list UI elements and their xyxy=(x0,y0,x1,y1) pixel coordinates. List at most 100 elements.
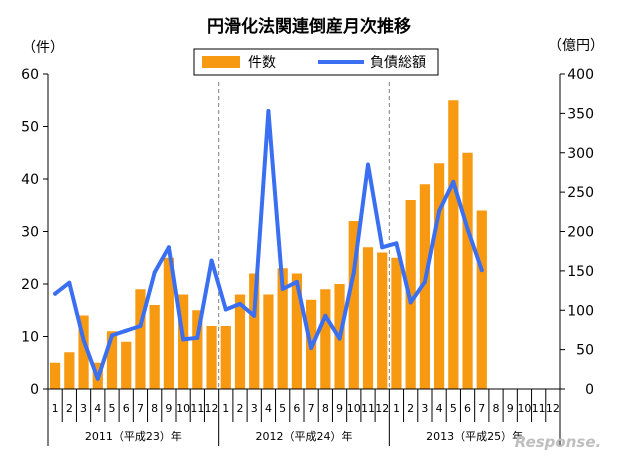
bar-9 xyxy=(163,257,175,389)
month-label-32: 8 xyxy=(493,402,500,415)
month-label-5: 5 xyxy=(109,402,116,415)
month-label-4: 4 xyxy=(94,402,101,415)
bar-23 xyxy=(362,247,374,389)
bar-31 xyxy=(476,210,487,389)
left-tick-label: 30 xyxy=(21,225,39,241)
month-label-21: 9 xyxy=(336,402,343,415)
line-point-20 xyxy=(323,313,328,318)
month-label-34: 10 xyxy=(517,402,531,415)
left-axis-unit: （件） xyxy=(22,40,64,56)
month-label-7: 7 xyxy=(137,402,144,415)
bar-24 xyxy=(377,252,388,389)
month-label-24: 12 xyxy=(375,402,389,415)
month-label-36: 12 xyxy=(546,402,560,415)
line-point-5 xyxy=(110,333,114,338)
bar-28 xyxy=(433,163,445,389)
line-point-26 xyxy=(408,300,413,305)
line-point-29 xyxy=(451,179,456,184)
bar-22 xyxy=(348,221,359,389)
legend-line-label: 負債総額 xyxy=(370,55,426,71)
right-axis-unit: （億円） xyxy=(548,38,604,54)
line-point-27 xyxy=(422,279,427,284)
line-point-14 xyxy=(238,301,242,306)
bar-29 xyxy=(448,100,459,389)
month-label-27: 3 xyxy=(421,402,428,415)
line-point-6 xyxy=(124,328,129,333)
right-tick-label: 50 xyxy=(576,343,594,359)
month-label-9: 9 xyxy=(165,402,172,415)
month-label-25: 1 xyxy=(393,402,400,415)
bar-3 xyxy=(78,315,89,389)
month-label-19: 7 xyxy=(308,402,315,415)
right-tick-label: 250 xyxy=(567,185,594,201)
line-point-12 xyxy=(209,258,214,263)
month-label-18: 6 xyxy=(293,402,300,415)
line-point-1 xyxy=(53,291,58,296)
month-label-3: 3 xyxy=(80,402,87,415)
bar-2 xyxy=(64,352,75,389)
month-label-8: 8 xyxy=(151,402,158,415)
month-label-16: 4 xyxy=(265,402,272,415)
bar-18 xyxy=(291,273,303,389)
watermark: Response. xyxy=(515,433,601,451)
month-label-10: 10 xyxy=(176,402,190,415)
bar-16 xyxy=(263,294,274,389)
legend-bar-label: 件数 xyxy=(248,55,276,71)
line-point-10 xyxy=(181,337,186,342)
left-tick-label: 0 xyxy=(30,382,39,398)
line-point-13 xyxy=(223,307,228,312)
month-label-30: 6 xyxy=(464,402,471,415)
left-tick-label: 10 xyxy=(21,330,39,346)
line-point-28 xyxy=(437,209,442,214)
left-tick-label: 60 xyxy=(21,67,39,83)
bar-10 xyxy=(177,294,189,389)
line-point-7 xyxy=(138,324,143,328)
bar-1 xyxy=(49,362,61,389)
bar-12 xyxy=(206,326,217,389)
bar-20 xyxy=(320,289,331,389)
right-tick-label: 300 xyxy=(567,146,594,162)
line-point-19 xyxy=(309,346,314,351)
bar-15 xyxy=(249,273,260,389)
line-point-4 xyxy=(95,376,100,381)
month-label-1: 1 xyxy=(52,402,59,415)
line-point-8 xyxy=(152,270,157,275)
bar-8 xyxy=(149,305,160,389)
line-point-15 xyxy=(252,313,257,318)
month-label-23: 11 xyxy=(361,402,375,415)
month-label-35: 11 xyxy=(532,402,546,415)
line-point-31 xyxy=(479,268,484,273)
line-point-17 xyxy=(280,286,285,291)
bar-27 xyxy=(419,184,431,389)
line-point-25 xyxy=(394,241,399,246)
month-label-28: 4 xyxy=(436,402,443,415)
right-tick-label: 150 xyxy=(567,264,594,280)
month-label-29: 5 xyxy=(450,402,457,415)
line-point-23 xyxy=(366,162,370,167)
month-label-2: 2 xyxy=(66,402,73,415)
month-label-14: 2 xyxy=(237,402,244,415)
bar-14 xyxy=(234,294,246,389)
month-label-15: 3 xyxy=(251,402,258,415)
month-label-22: 10 xyxy=(347,402,361,415)
chart-title: 円滑化法関連倒産月次推移 xyxy=(207,16,411,37)
bar-30 xyxy=(462,152,473,389)
right-tick-label: 0 xyxy=(585,382,594,398)
right-tick-label: 200 xyxy=(567,225,594,241)
bar-17 xyxy=(277,268,288,389)
line-point-24 xyxy=(380,245,385,250)
bar-5 xyxy=(106,331,118,389)
year-label-1: 2011（平成23）年 xyxy=(85,429,182,443)
bar-6 xyxy=(121,341,132,389)
right-tick-label: 350 xyxy=(567,106,594,122)
month-label-6: 6 xyxy=(123,402,130,415)
line-point-9 xyxy=(166,245,171,250)
month-label-13: 1 xyxy=(222,402,229,415)
bar-7 xyxy=(135,289,146,389)
bar-25 xyxy=(391,257,402,389)
bar-13 xyxy=(220,326,231,389)
left-tick-label: 20 xyxy=(21,277,39,293)
line-point-21 xyxy=(337,336,342,341)
